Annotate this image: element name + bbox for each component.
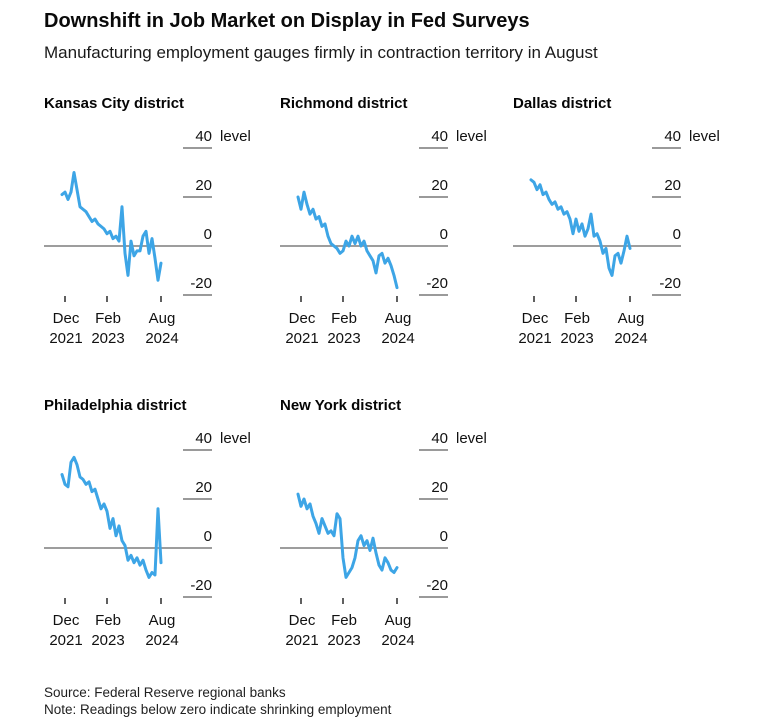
y-tick-label: 0 xyxy=(204,226,212,243)
y-tick-label: 40 xyxy=(431,430,448,447)
data-line-kansas-city-district xyxy=(60,171,163,282)
chart-panel-richmond-district: Richmond district 40 level 20 0 -20 Dec 2021 Feb… xyxy=(280,94,510,356)
x-tick-month-label: Feb xyxy=(95,612,121,629)
chart-canvas-philadelphia-district: 40 level 20 0 -20 Dec 2021 Feb 2023 Aug 2024 xyxy=(44,430,251,649)
y-tick-label: -20 xyxy=(190,577,212,594)
y-axis-unit-label: level xyxy=(220,430,251,447)
chart-canvas-dallas-district: 40 level 20 0 -20 Dec 2021 Feb 2023 Aug 2024 xyxy=(513,128,720,347)
x-tick-year-label: 2024 xyxy=(614,330,647,347)
x-tick-year-label: 2021 xyxy=(285,330,318,347)
chart-title: New York district xyxy=(280,397,402,414)
y-tick-label: 40 xyxy=(195,430,212,447)
x-tick-month-label: Feb xyxy=(331,612,357,629)
x-tick-year-label: 2021 xyxy=(49,330,82,347)
chart-panel-philadelphia-district: Philadelphia district 40 level 20 0 -20 Dec 202… xyxy=(44,396,274,658)
x-tick-year-label: 2024 xyxy=(381,330,414,347)
x-tick-month-label: Aug xyxy=(385,310,412,327)
x-tick-month-label: Dec xyxy=(289,310,316,327)
page-subtitle: Manufacturing employment gauges firmly i… xyxy=(44,43,598,62)
x-tick-month-label: Feb xyxy=(564,310,590,327)
x-tick-month-label: Aug xyxy=(385,612,412,629)
x-tick-year-label: 2023 xyxy=(327,632,360,649)
chart-title: Richmond district xyxy=(280,95,408,112)
x-tick-year-label: 2023 xyxy=(91,632,124,649)
x-tick-month-label: Aug xyxy=(149,612,176,629)
y-axis-unit-label: level xyxy=(456,430,487,447)
x-tick-month-label: Dec xyxy=(53,310,80,327)
x-tick-year-label: 2024 xyxy=(145,632,178,649)
y-tick-label: 20 xyxy=(195,479,212,496)
x-tick-year-label: 2021 xyxy=(518,330,551,347)
y-tick-label: 20 xyxy=(431,479,448,496)
y-tick-label: -20 xyxy=(426,577,448,594)
y-tick-label: 0 xyxy=(673,226,681,243)
charts-grid: Kansas City district 40 level 20 0 -20 Dec 2021… xyxy=(44,94,770,658)
x-tick-month-label: Aug xyxy=(149,310,176,327)
data-line-dallas-district xyxy=(529,178,632,277)
chart-canvas-new-york-district: 40 level 20 0 -20 Dec 2021 Feb 2023 Aug 2024 xyxy=(280,430,487,649)
chart-panel-new-york-district: New York district 40 level 20 0 -20 Dec 2021 Feb… xyxy=(280,396,510,658)
chart-canvas-richmond-district: 40 level 20 0 -20 Dec 2021 Feb 2023 Aug 2024 xyxy=(280,128,487,347)
x-tick-year-label: 2024 xyxy=(381,632,414,649)
y-tick-label: 40 xyxy=(195,128,212,145)
y-tick-label: 0 xyxy=(204,528,212,545)
x-tick-month-label: Feb xyxy=(331,310,357,327)
chart-panel-kansas-city-district: Kansas City district 40 level 20 0 -20 Dec 2021… xyxy=(44,94,274,356)
x-tick-month-label: Dec xyxy=(53,612,80,629)
y-tick-label: 20 xyxy=(195,177,212,194)
y-axis-unit-label: level xyxy=(220,128,251,145)
x-tick-year-label: 2023 xyxy=(327,330,360,347)
source-note: Source: Federal Reserve regional banks xyxy=(44,685,286,700)
y-tick-label: -20 xyxy=(190,275,212,292)
y-tick-label: 20 xyxy=(664,177,681,194)
y-axis-unit-label: level xyxy=(689,128,720,145)
x-tick-year-label: 2021 xyxy=(49,632,82,649)
chart-title: Philadelphia district xyxy=(44,397,187,414)
x-tick-month-label: Dec xyxy=(522,310,549,327)
y-tick-label: 40 xyxy=(664,128,681,145)
x-tick-year-label: 2024 xyxy=(145,330,178,347)
y-tick-label: 40 xyxy=(431,128,448,145)
y-tick-label: 20 xyxy=(431,177,448,194)
y-tick-label: 0 xyxy=(440,226,448,243)
data-line-philadelphia-district xyxy=(60,455,163,579)
page-title: Downshift in Job Market on Display in Fe… xyxy=(44,10,530,32)
chart-title: Kansas City district xyxy=(44,95,185,112)
x-tick-year-label: 2021 xyxy=(285,632,318,649)
y-tick-label: -20 xyxy=(426,275,448,292)
data-line-richmond-district xyxy=(296,190,399,290)
chart-panel-dallas-district: Dallas district 40 level 20 0 -20 Dec 2021 Feb 20… xyxy=(513,94,743,356)
x-tick-month-label: Dec xyxy=(289,612,316,629)
x-tick-year-label: 2023 xyxy=(91,330,124,347)
chart-title: Dallas district xyxy=(513,95,612,112)
data-line-new-york-district xyxy=(296,492,399,579)
footer: Source: Federal Reserve regional banks N… xyxy=(44,684,770,718)
x-tick-year-label: 2023 xyxy=(560,330,593,347)
x-tick-month-label: Aug xyxy=(618,310,645,327)
chart-canvas-kansas-city-district: 40 level 20 0 -20 Dec 2021 Feb 2023 Aug 2024 xyxy=(44,128,251,347)
x-tick-month-label: Feb xyxy=(95,310,121,327)
reading-note: Note: Readings below zero indicate shrin… xyxy=(44,702,392,717)
y-axis-unit-label: level xyxy=(456,128,487,145)
y-tick-label: 0 xyxy=(440,528,448,545)
y-tick-label: -20 xyxy=(659,275,681,292)
